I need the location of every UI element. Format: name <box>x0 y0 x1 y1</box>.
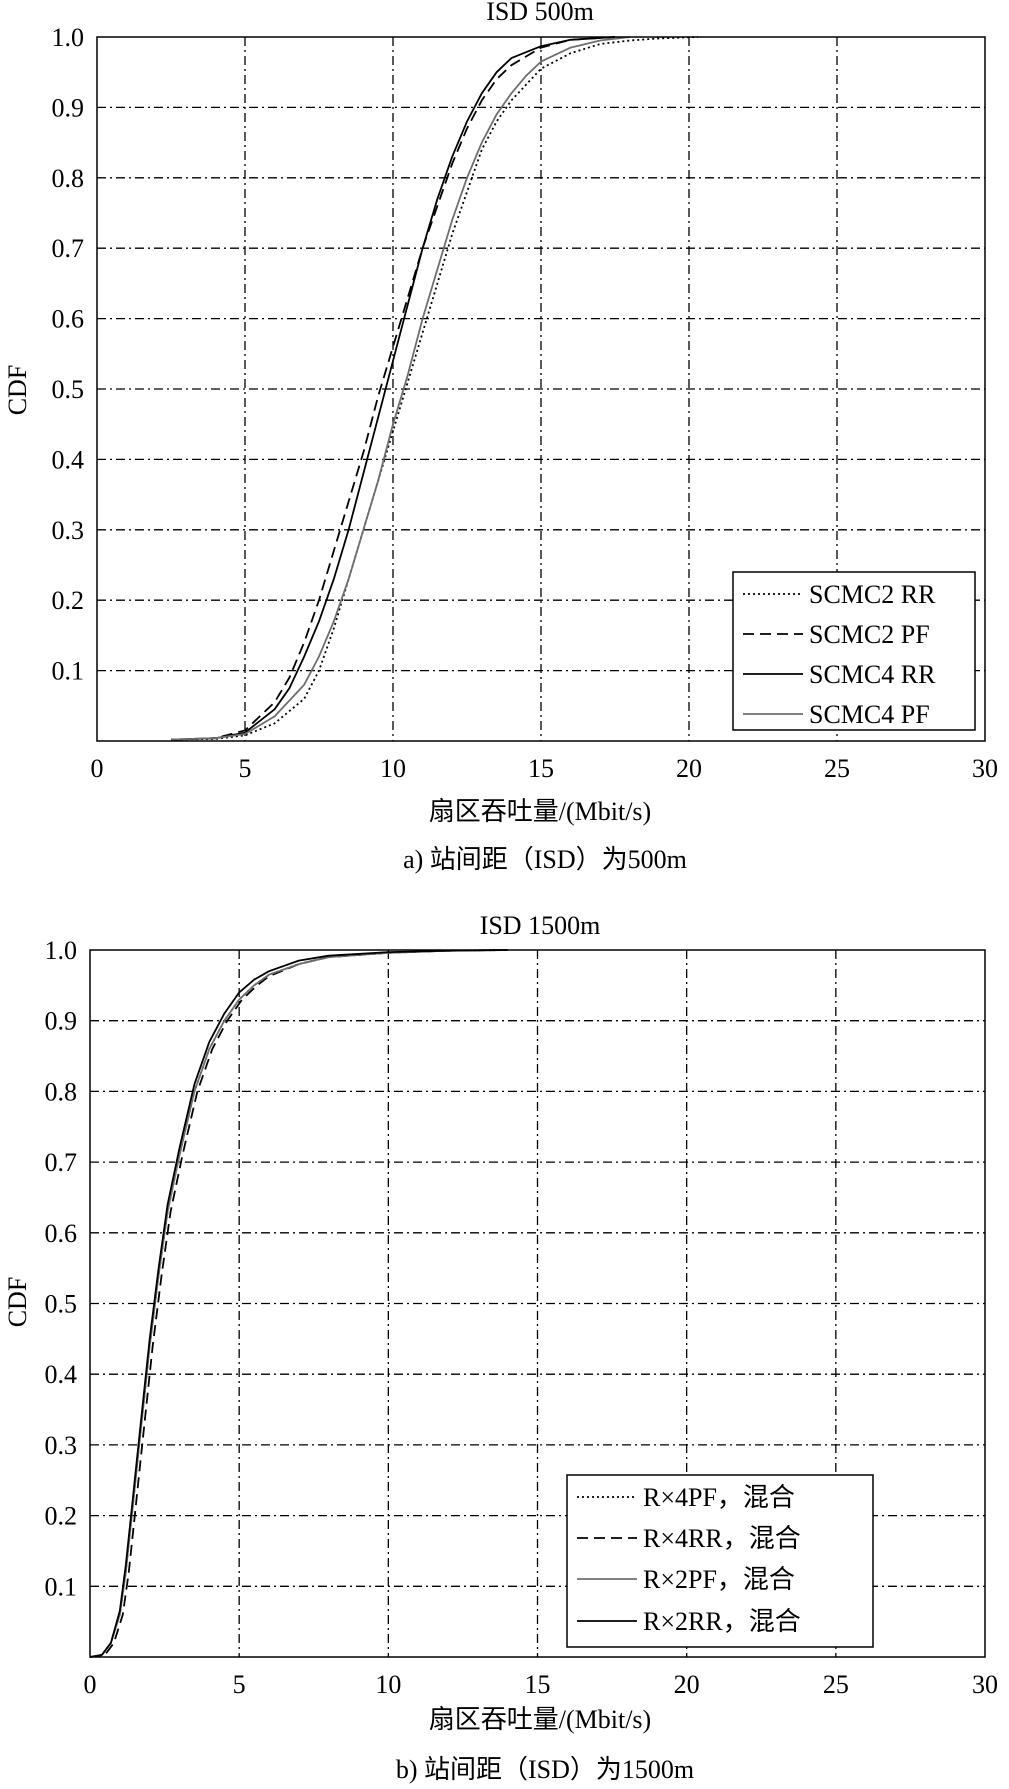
chart-title: ISD 500m <box>486 0 594 26</box>
y-tick-label: 1.0 <box>45 936 78 965</box>
panel-caption: b) 站间距（ISD）为1500m <box>396 1755 694 1784</box>
legend-box <box>732 571 976 731</box>
legend: SCMC2 RR SCMC2 PF SCMC4 RR SCMC4 PF <box>732 571 976 731</box>
legend-box <box>566 1474 874 1648</box>
legend-label: SCMC4 PF <box>809 700 930 729</box>
x-tick-label: 5 <box>239 754 252 783</box>
y-tick-label: 0.9 <box>45 1007 78 1036</box>
plot-frame <box>96 36 986 742</box>
x-axis-label: 扇区吞吐量/(Mbit/s) <box>429 797 651 826</box>
y-tick-label: 0.2 <box>52 586 85 615</box>
x-tick-label: 20 <box>676 754 702 783</box>
x-tick-label: 30 <box>972 754 998 783</box>
legend: R×4PF，混合 R×4RR，混合 R×2PF，混合 R×2RR，混合 <box>566 1474 874 1648</box>
grid <box>97 37 985 741</box>
y-tick-label: 0.5 <box>52 375 85 404</box>
x-tick-label: 25 <box>823 1670 849 1699</box>
x-tick-label: 10 <box>380 754 406 783</box>
y-tick-label: 0.4 <box>45 1360 78 1389</box>
series-group <box>170 36 698 741</box>
y-tick-label: 0.3 <box>45 1431 78 1460</box>
plot-frame <box>89 949 986 1658</box>
x-tick-label: 0 <box>91 754 104 783</box>
chart-panel-b: ISD 1500m 0 5 10 15 20 25 30 0.10.20.30.40.50.… <box>3 911 998 1784</box>
x-tick-labels: 0 5 10 15 20 25 30 <box>91 754 999 783</box>
panel-caption: a) 站间距（ISD）为500m <box>403 845 687 874</box>
x-tick-label: 0 <box>84 1670 97 1699</box>
legend-label: R×2RR，混合 <box>643 1607 801 1636</box>
y-tick-label: 0.3 <box>52 516 85 545</box>
chart-title: ISD 1500m <box>480 911 601 940</box>
y-tick-label: 0.4 <box>52 445 85 474</box>
legend-label: R×2PF，混合 <box>643 1565 795 1594</box>
chart-panel-a: ISD 500m 0 5 10 15 20 25 30 0.1 0.2 0.3 0.4 0.5 0.6… <box>3 0 998 874</box>
series-line <box>89 949 508 1658</box>
y-axis-label: CDF <box>3 365 32 416</box>
y-tick-label: 0.7 <box>45 1148 78 1177</box>
legend-label: R×4PF，混合 <box>643 1483 795 1512</box>
x-tick-label: 30 <box>972 1670 998 1699</box>
x-tick-label: 25 <box>824 754 850 783</box>
series-line <box>170 36 616 741</box>
legend-label: SCMC4 RR <box>809 660 936 689</box>
y-tick-label: 0.1 <box>45 1572 78 1601</box>
x-tick-labels: 0 5 10 15 20 25 30 <box>84 1670 999 1699</box>
series-group <box>89 949 508 1658</box>
x-tick-label: 5 <box>233 1670 246 1699</box>
x-axis-label: 扇区吞吐量/(Mbit/s) <box>429 1705 651 1734</box>
y-tick-label: 1.0 <box>52 23 85 52</box>
x-tick-label: 10 <box>375 1670 401 1699</box>
y-tick-labels: 0.1 0.2 0.3 0.4 0.5 0.6 0.7 0.8 0.9 1.0 <box>52 23 85 686</box>
y-axis-label: CDF <box>3 1277 32 1328</box>
y-tick-label: 0.9 <box>52 93 85 122</box>
y-tick-label: 0.5 <box>45 1290 78 1319</box>
y-tick-label: 0.8 <box>52 164 85 193</box>
y-tick-label: 0.2 <box>45 1502 78 1531</box>
legend-label: R×4RR，混合 <box>643 1524 801 1553</box>
y-tick-labels: 0.1 0.2 0.3 0.4 0.5 0.6 0.7 0.8 0.9 1.0 <box>45 936 78 1601</box>
y-tick-label: 0.1 <box>52 657 85 686</box>
series-line <box>170 36 616 741</box>
legend-label: SCMC2 RR <box>809 580 936 609</box>
y-tick-label: 0.6 <box>52 305 85 334</box>
y-tick-label: 0.7 <box>52 234 85 263</box>
series-line <box>170 36 698 741</box>
x-tick-label: 20 <box>674 1670 700 1699</box>
series-line <box>170 36 630 741</box>
x-tick-label: 15 <box>525 1670 551 1699</box>
legend-label: SCMC2 PF <box>809 620 930 649</box>
x-tick-label: 15 <box>528 754 554 783</box>
y-tick-label: 0.8 <box>45 1077 78 1106</box>
y-tick-label: 0.6 <box>45 1219 78 1248</box>
